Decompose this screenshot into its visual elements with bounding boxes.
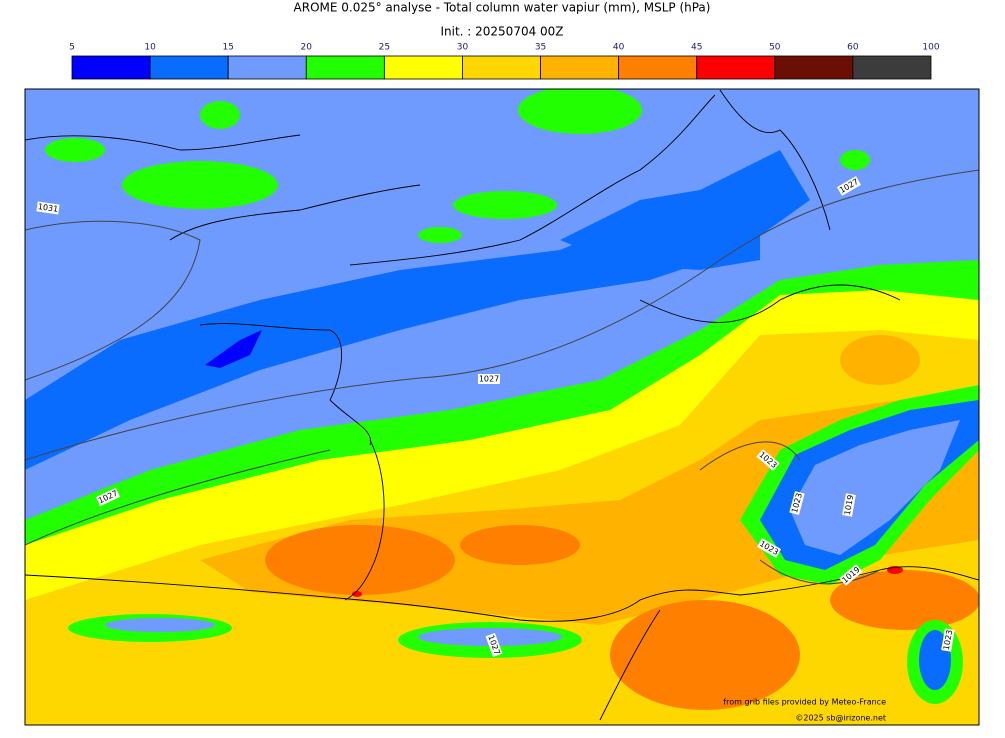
isobar-label-box xyxy=(836,176,862,196)
colorbar-tick-label: 40 xyxy=(613,43,625,53)
init-time: Init. : 20250704 00Z xyxy=(440,25,563,39)
isobar-label-box xyxy=(95,487,121,507)
colorbar-tick-label: 35 xyxy=(535,43,546,53)
isobar-label-box xyxy=(756,538,782,558)
isobar-label-box xyxy=(478,374,500,384)
colorbar-tick-label: 25 xyxy=(379,43,390,53)
colorbar-tick-label: 20 xyxy=(301,43,313,53)
colorbar-tick-label: 5 xyxy=(69,43,75,53)
isobar-label-box xyxy=(842,493,856,517)
colorbar-tick-label: 60 xyxy=(847,43,859,53)
isobar-label-box xyxy=(485,632,503,658)
colorbar-bin xyxy=(618,55,698,80)
colorbar-tick-label: 50 xyxy=(769,43,781,53)
isobar-label-box xyxy=(36,201,60,215)
isobar-label-box xyxy=(756,449,780,471)
credit: from grib files provided by Meteo-France xyxy=(723,698,886,707)
colorbar: 5 10 15 20 25 30 35 40 45 50 60 100 xyxy=(69,43,940,80)
colorbar-tick-label: 30 xyxy=(457,43,469,53)
isobar-label: 1031 xyxy=(36,201,60,215)
colorbar-bin xyxy=(852,55,932,80)
colorbar-bin xyxy=(71,55,151,80)
colorbar-bin xyxy=(774,55,854,80)
colorbar-bin xyxy=(305,55,385,80)
colorbar-tick-label: 15 xyxy=(222,43,233,53)
map-frame xyxy=(24,88,980,726)
colorbar-tick-label: 10 xyxy=(144,43,156,53)
isobar-label: 1023 xyxy=(789,491,805,515)
colorbar-bin xyxy=(696,55,776,80)
colorbar-tick-label: 100 xyxy=(922,43,939,53)
colorbar-bin xyxy=(383,55,463,80)
isobar-label: 1019 xyxy=(842,493,856,517)
colorbar-bin xyxy=(540,55,620,80)
isobar-label: 1023 xyxy=(941,628,955,652)
isobar-label-text: 1023 xyxy=(942,629,954,651)
colorbar-bin xyxy=(462,55,541,80)
colorbar-bin xyxy=(227,55,307,80)
colorbar-tick-label: 45 xyxy=(691,43,702,53)
isobar-label-text: 1019 xyxy=(843,494,855,516)
isobar-label-text: 1031 xyxy=(37,202,58,214)
isobar-label-box xyxy=(839,564,863,586)
colorbar-bin xyxy=(149,55,229,80)
isobar-label-text: 1027 xyxy=(479,375,499,384)
isobar-label-box xyxy=(941,628,955,652)
credit: ©2025 sb@irizone.net xyxy=(795,714,886,723)
isobar-label: 1027 xyxy=(478,374,500,384)
title: AROME 0.025° analyse - Total column wate… xyxy=(294,1,711,15)
isobar-label-box xyxy=(789,491,805,515)
